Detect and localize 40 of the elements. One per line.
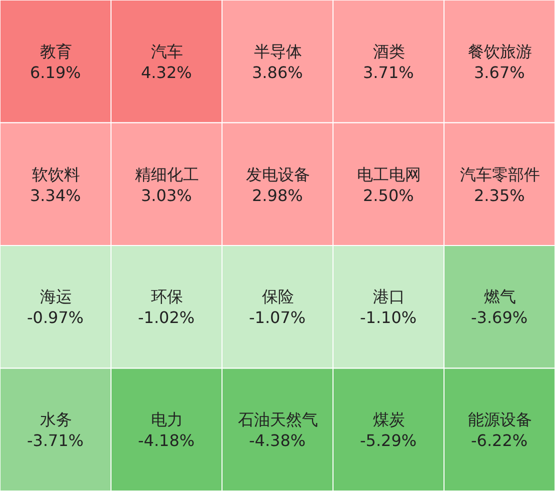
data-label: 3.71% [363,63,414,82]
data-label: 3.67% [474,63,525,82]
category-label: 海运 [40,287,72,306]
category-label: 港口 [373,287,405,306]
data-label: 6.19% [30,63,81,82]
data-label: 2.35% [474,186,525,205]
category-label: 煤炭 [373,410,405,429]
data-label: -3.71% [27,431,84,450]
category-label: 汽车零部件 [460,165,540,184]
data-label: -3.69% [471,308,528,327]
data-label: -6.22% [471,431,528,450]
category-label: 发电设备 [246,165,310,184]
category-label: 能源设备 [468,410,532,429]
data-label: 2.98% [252,186,303,205]
data-label: 2.50% [363,186,414,205]
category-label: 水务 [40,410,72,429]
data-label: -1.10% [360,308,417,327]
category-label: 餐饮旅游 [468,42,532,61]
data-label: 3.34% [30,186,81,205]
category-label: 教育 [40,42,72,61]
data-label: -4.38% [249,431,306,450]
category-label: 软饮料 [32,165,80,184]
category-label: 半导体 [254,42,302,61]
data-label: 4.32% [141,63,192,82]
category-label: 燃气 [484,287,516,306]
data-label: 3.86% [252,63,303,82]
category-label: 酒类 [373,42,405,61]
category-label: 环保 [151,287,183,306]
category-label: 精细化工 [135,165,199,184]
category-label: 石油天然气 [238,410,318,429]
category-label: 电工电网 [357,165,421,184]
data-label: -5.29% [360,431,417,450]
category-label: 保险 [262,287,294,306]
data-label: -0.97% [27,308,84,327]
category-label: 电力 [151,410,183,429]
data-label: 3.03% [141,186,192,205]
data-label: -1.07% [249,308,306,327]
data-label: -1.02% [138,308,195,327]
category-label: 汽车 [151,42,183,61]
data-label: -4.18% [138,431,195,450]
